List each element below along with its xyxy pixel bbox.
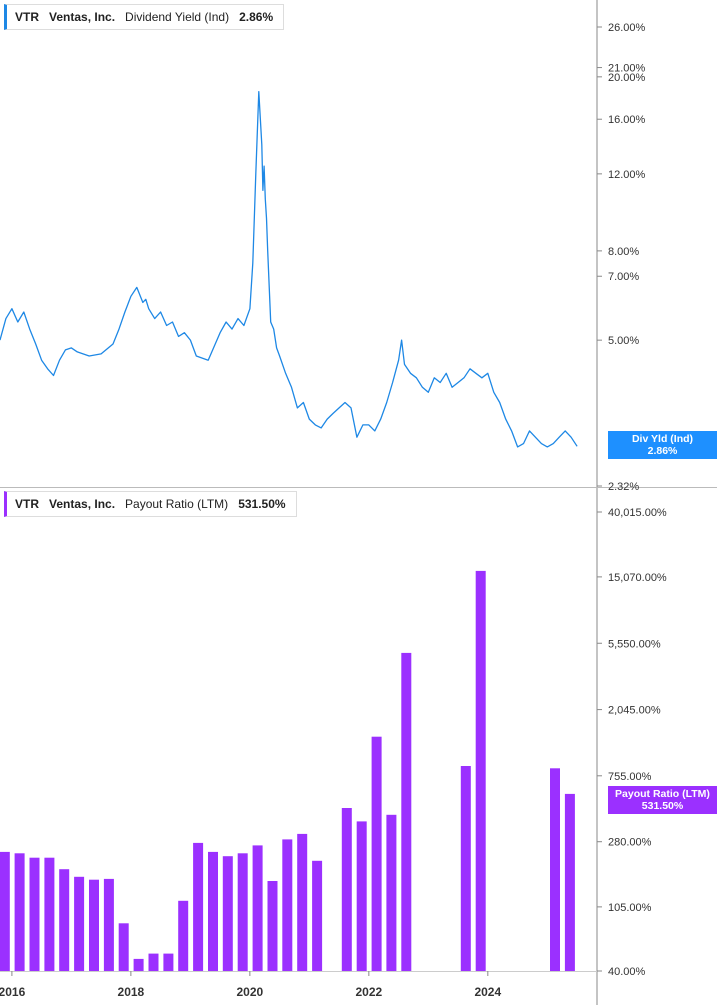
payout-bar <box>356 821 367 971</box>
payout-bar <box>267 881 278 971</box>
payout-legend-metric: Payout Ratio (LTM) <box>125 497 229 511</box>
payout-bar <box>133 958 144 971</box>
payout-bar <box>118 923 129 971</box>
payout-bar <box>0 851 10 971</box>
payout-bar <box>163 953 174 971</box>
payout-bar <box>29 857 40 971</box>
payout-bar <box>74 876 85 971</box>
payout-bar <box>148 953 159 971</box>
yield-tick-label: 20.00% <box>608 72 646 84</box>
yield-tick-label: 12.00% <box>608 169 646 181</box>
yield-tag-value: 2.86% <box>647 445 678 457</box>
payout-tick-label: 280.00% <box>608 837 652 849</box>
payout-bar <box>89 879 99 971</box>
payout-legend: VTR Ventas, Inc. Payout Ratio (LTM) 531.… <box>4 491 297 517</box>
payout-tick-label: 105.00% <box>608 902 652 914</box>
payout-bar <box>208 851 218 971</box>
x-tick-label: 2018 <box>118 985 145 999</box>
yield-tick-label: 2.32% <box>608 481 639 493</box>
payout-bar <box>178 900 189 971</box>
payout-bar <box>371 736 382 971</box>
payout-bar <box>252 845 263 971</box>
payout-bar <box>222 856 233 971</box>
payout-bar <box>237 853 248 971</box>
payout-bar <box>460 766 471 971</box>
payout-tick-label: 40,015.00% <box>608 507 667 519</box>
payout-tick-label: 15,070.00% <box>608 572 667 584</box>
payout-ratio-chart <box>0 570 575 971</box>
dividend-yield-chart <box>0 90 578 448</box>
dividend-yield-line <box>0 90 578 448</box>
yield-tick-label: 5.00% <box>608 335 639 347</box>
yield-legend-metric: Dividend Yield (Ind) <box>125 10 230 24</box>
payout-value-tag: Payout Ratio (LTM) 531.50% <box>608 786 717 814</box>
x-tick-label: 2016 <box>0 985 26 999</box>
payout-tag-value: 531.50% <box>641 800 684 812</box>
yield-tick-label: 7.00% <box>608 271 639 283</box>
yield-value-tag: Div Yld (Ind) 2.86% <box>608 431 717 459</box>
yield-legend-company: Ventas, Inc. <box>49 10 116 24</box>
yield-tick-label: 26.00% <box>608 22 646 34</box>
payout-tick-label: 2,045.00% <box>608 705 661 717</box>
payout-bar <box>550 768 560 971</box>
payout-bar <box>14 853 25 971</box>
payout-bar <box>312 860 323 971</box>
payout-bar <box>59 869 70 971</box>
payout-bar <box>44 857 55 971</box>
payout-tag-label: Payout Ratio (LTM) <box>615 788 710 800</box>
yield-legend: VTR Ventas, Inc. Dividend Yield (Ind) 2.… <box>4 4 285 30</box>
payout-bar <box>341 808 352 971</box>
payout-legend-company: Ventas, Inc. <box>49 497 116 511</box>
payout-tick-label: 5,550.00% <box>608 638 661 650</box>
payout-bar <box>564 793 575 971</box>
payout-bar <box>386 814 397 971</box>
payout-bar <box>475 570 486 971</box>
payout-bar <box>193 842 204 971</box>
payout-bar <box>103 878 114 971</box>
x-tick-label: 2020 <box>237 985 264 999</box>
payout-bar <box>401 652 412 971</box>
yield-tick-label: 21.00% <box>608 63 646 75</box>
payout-legend-ticker: VTR <box>15 497 39 511</box>
payout-bar <box>282 839 293 971</box>
payout-legend-value: 531.50% <box>238 497 286 511</box>
yield-legend-ticker: VTR <box>15 10 39 24</box>
yield-legend-value: 2.86% <box>239 10 274 24</box>
x-tick-label: 2022 <box>355 985 382 999</box>
yield-tick-label: 16.00% <box>608 114 646 126</box>
yield-tick-label: 8.00% <box>608 246 639 258</box>
payout-tick-label: 755.00% <box>608 771 652 783</box>
yield-tag-label: Div Yld (Ind) <box>631 433 694 445</box>
payout-bar <box>297 833 308 971</box>
x-tick-label: 2024 <box>474 985 501 999</box>
payout-tick-label: 40.00% <box>608 966 646 978</box>
